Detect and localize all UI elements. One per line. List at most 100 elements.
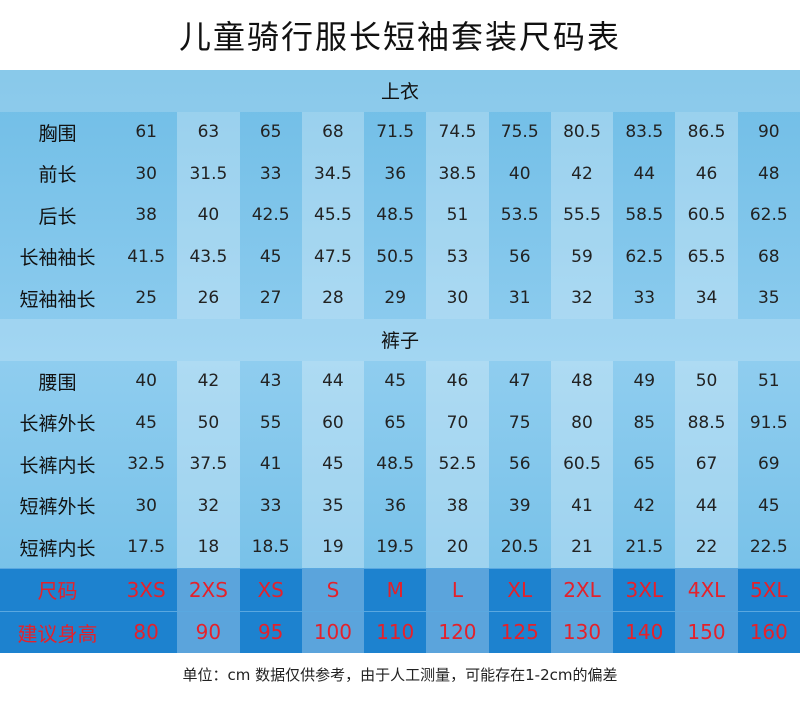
table-cell: 43 xyxy=(259,371,282,392)
table-cell: 34.5 xyxy=(301,153,365,195)
table-cell: 75.5 xyxy=(500,122,539,143)
table-cell: 52.5 xyxy=(426,443,489,485)
table-cell: 65.5 xyxy=(675,236,738,278)
table-cell: 21.5 xyxy=(625,537,664,558)
table-cell: 28 xyxy=(301,277,365,319)
table-row: 后长 38 40 42.5 45.5 48.5 51 53.5 55.5 58.5 60.5 62.5 xyxy=(0,194,800,236)
table-cell: 40 xyxy=(177,194,240,236)
row-label: 短裤内长 xyxy=(19,537,96,560)
table-cell: 18 xyxy=(177,526,240,568)
table-cell: 85 xyxy=(633,412,656,433)
table-row: 长裤内长 32.5 37.5 41 45 48.5 52.5 56 60.5 65 67 69 xyxy=(0,443,800,485)
table-cell: 31 xyxy=(508,288,531,309)
table-cell: 62.5 xyxy=(625,246,664,267)
table-cell: 33 xyxy=(633,288,656,309)
table-cell: 74.5 xyxy=(426,111,489,153)
table-cell: 17.5 xyxy=(127,537,166,558)
table-cell: 95 xyxy=(257,620,284,645)
table-cell: 2XL xyxy=(550,569,614,611)
table-cell: 20.5 xyxy=(500,537,539,558)
table-cell: 69 xyxy=(757,454,780,475)
table-cell: 37.5 xyxy=(177,443,240,485)
table-cell: 30 xyxy=(426,277,489,319)
table-cell: 58.5 xyxy=(625,205,664,226)
table-cell: 35 xyxy=(301,485,365,527)
table-cell: 22 xyxy=(675,526,738,568)
table-cell: 43.5 xyxy=(177,236,240,278)
table-cell: 55 xyxy=(259,412,282,433)
title: 儿童骑行服长短袖套装尺码表 xyxy=(178,18,621,56)
table-cell: 140 xyxy=(625,620,664,645)
row-label: 短袖袖长 xyxy=(19,288,96,311)
table-cell: 42.5 xyxy=(251,205,290,226)
table-row: 前长 30 31.5 33 34.5 36 38.5 40 42 44 46 48 xyxy=(0,153,800,195)
table-cell: 65 xyxy=(259,122,282,143)
table-cell: 29 xyxy=(384,288,407,309)
table-cell: 51 xyxy=(426,194,489,236)
table-cell: 30 xyxy=(135,495,157,516)
table-cell: 53.5 xyxy=(500,205,539,226)
table-cell: 60 xyxy=(301,402,365,444)
row-label: 胸围 xyxy=(38,122,77,145)
row-label: 长裤内长 xyxy=(19,454,96,477)
table-cell: 2XS xyxy=(177,569,240,611)
table-cell: 130 xyxy=(550,611,614,653)
table-cell: 44 xyxy=(301,360,365,402)
table-cell: 75 xyxy=(508,412,531,433)
table-cell: 44 xyxy=(633,163,656,184)
table-cell: 48.5 xyxy=(376,205,415,226)
table-cell: 38.5 xyxy=(426,153,489,195)
table-cell: 44 xyxy=(675,485,738,527)
table-cell: 40 xyxy=(135,371,157,392)
table-cell: 90 xyxy=(757,122,780,143)
table-cell: 125 xyxy=(500,620,539,645)
table-cell: 40 xyxy=(508,163,531,184)
section-title: 上衣 xyxy=(0,70,800,112)
table-cell: 100 xyxy=(301,611,365,653)
table-cell: 42 xyxy=(633,495,656,516)
table-cell: 53 xyxy=(426,236,489,278)
table-cell: 61 xyxy=(135,122,157,143)
table-cell: 5XL xyxy=(750,577,788,602)
table-cell: 45 xyxy=(757,495,780,516)
table-cell: 41.5 xyxy=(127,246,166,267)
table-cell: 4XL xyxy=(675,569,738,611)
size-table: 上衣 胸围 61 63 65 68 71.5 74.5 75.5 80.5 83.5 86.5 90 前长… xyxy=(0,70,800,653)
table-cell: 32 xyxy=(177,485,240,527)
table-cell: 38 xyxy=(135,205,157,226)
table-cell: 60.5 xyxy=(550,443,614,485)
table-cell: 32.5 xyxy=(127,454,166,475)
table-cell: 20 xyxy=(426,526,489,568)
table-cell: 45 xyxy=(384,371,407,392)
table-cell: 80 xyxy=(550,402,614,444)
table-cell: 30 xyxy=(135,163,157,184)
table-cell: 34 xyxy=(675,277,738,319)
table-cell: 3XS xyxy=(126,577,166,602)
table-cell: 150 xyxy=(675,611,738,653)
footer-note: 单位：cm 数据仅供参考，由于人工测量，可能存在1-2cm的偏差 xyxy=(182,666,618,684)
row-label: 短裤外长 xyxy=(19,496,96,519)
table-row: 胸围 61 63 65 68 71.5 74.5 75.5 80.5 83.5 86.5 90 xyxy=(0,111,800,153)
row-label: 建议身高 xyxy=(17,621,98,646)
table-cell: 55.5 xyxy=(550,194,614,236)
table-cell: 83.5 xyxy=(625,122,664,143)
table-cell: 110 xyxy=(376,620,415,645)
table-cell: 88.5 xyxy=(675,402,738,444)
table-row: 短袖袖长 25 26 27 28 29 30 31 32 33 34 35 xyxy=(0,277,800,319)
table-cell: 67 xyxy=(675,443,738,485)
table-cell: 22.5 xyxy=(749,537,788,558)
table-row: 短裤外长 30 32 33 35 36 38 39 41 42 44 45 xyxy=(0,485,800,527)
table-cell: 18.5 xyxy=(251,537,290,558)
table-cell: 33 xyxy=(259,495,282,516)
table-cell: 120 xyxy=(426,611,489,653)
table-cell: 27 xyxy=(259,288,282,309)
table-cell: 50 xyxy=(177,402,240,444)
row-label: 后长 xyxy=(38,205,77,228)
table-cell: 19 xyxy=(301,526,365,568)
table-cell: 65 xyxy=(384,412,407,433)
table-cell: 51 xyxy=(757,371,780,392)
table-cell: 160 xyxy=(749,620,788,645)
table-cell: 26 xyxy=(177,277,240,319)
table-cell: 63 xyxy=(177,111,240,153)
